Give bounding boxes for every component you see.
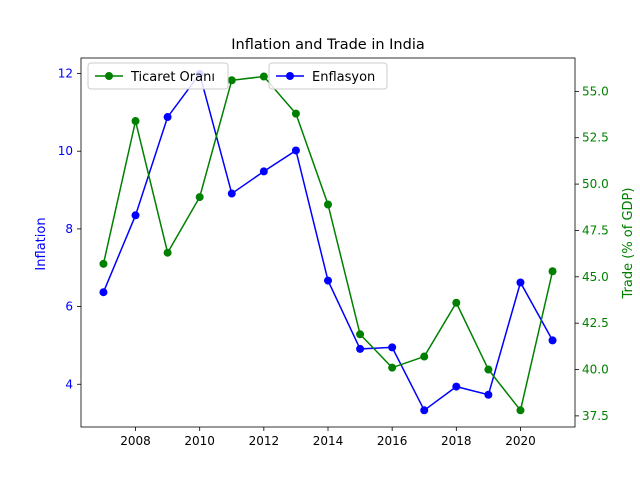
x-tick-label: 2016 <box>377 434 408 448</box>
legend-inflation: Enflasyon <box>268 62 388 90</box>
data-point-right <box>484 365 493 374</box>
right-tick-label: 47.5 <box>582 223 609 237</box>
right-tick-label: 45.0 <box>582 270 609 284</box>
data-point-left <box>259 167 268 176</box>
right-tick-label: 52.5 <box>582 131 609 145</box>
right-tick-label: 50.0 <box>582 177 609 191</box>
legend-trade: Ticaret Oranı <box>87 62 229 90</box>
left-tick-label: 12 <box>58 67 73 81</box>
x-tick-label: 2018 <box>441 434 472 448</box>
right-axis-label: Trade (% of GDP) <box>621 188 636 300</box>
legend-box <box>87 62 229 90</box>
x-tick-label: 2008 <box>120 434 151 448</box>
chart-title: Inflation and Trade in India <box>231 37 424 53</box>
legend-box <box>268 62 388 90</box>
data-point-right <box>131 117 140 126</box>
data-point-right <box>452 298 461 307</box>
right-tick-label: 42.5 <box>582 316 609 330</box>
legend-marker <box>105 72 113 80</box>
series-line-left <box>102 72 554 412</box>
x-tick-label: 2020 <box>505 434 536 448</box>
left-tick-label: 10 <box>58 144 73 158</box>
data-point-left <box>420 406 429 415</box>
x-tick-label: 2010 <box>184 434 215 448</box>
data-point-left <box>516 278 525 287</box>
data-point-left <box>452 382 461 391</box>
data-point-right <box>420 352 429 361</box>
data-point-left <box>548 336 557 345</box>
left-tick-label: 4 <box>65 377 73 391</box>
left-tick-label: 6 <box>65 300 73 314</box>
data-point-left <box>99 288 108 297</box>
left-tick-label: 8 <box>65 222 73 236</box>
data-point-right <box>356 330 365 339</box>
data-point-right <box>324 200 332 209</box>
data-point-left <box>484 390 493 399</box>
legend-label: Ticaret Oranı <box>130 70 215 85</box>
right-tick-label: 40.0 <box>582 363 609 377</box>
data-point-right <box>195 193 204 202</box>
x-tick-label: 2014 <box>313 434 344 448</box>
legend-label: Enflasyon <box>312 70 375 85</box>
right-tick-label: 37.5 <box>582 409 609 423</box>
data-point-right <box>227 76 236 85</box>
data-point-right <box>388 363 397 372</box>
data-point-left <box>324 276 332 285</box>
series-line-right <box>102 75 554 413</box>
plot-area <box>99 69 557 415</box>
left-axis-label: Inflation <box>34 217 49 270</box>
series-left <box>99 69 557 415</box>
data-point-left <box>356 344 365 353</box>
data-point-right <box>99 259 108 268</box>
data-point-left <box>388 343 397 352</box>
legend-marker <box>286 72 294 80</box>
data-point-right <box>291 109 300 118</box>
plot-frame <box>80 57 576 428</box>
data-point-right <box>163 248 172 257</box>
right-tick-label: 55.0 <box>582 84 609 98</box>
data-point-right <box>548 267 557 276</box>
axes: 2008 2010 2012 2014 2016 2018 2020 4 6 8 10 12 37.5 4… <box>58 57 609 448</box>
data-point-left <box>163 113 172 122</box>
data-point-right <box>259 72 268 81</box>
series-right <box>99 72 557 415</box>
data-point-left <box>291 146 300 155</box>
data-point-right <box>516 406 525 415</box>
x-tick-label: 2012 <box>249 434 280 448</box>
data-point-left <box>227 189 236 198</box>
data-point-left <box>131 211 140 220</box>
